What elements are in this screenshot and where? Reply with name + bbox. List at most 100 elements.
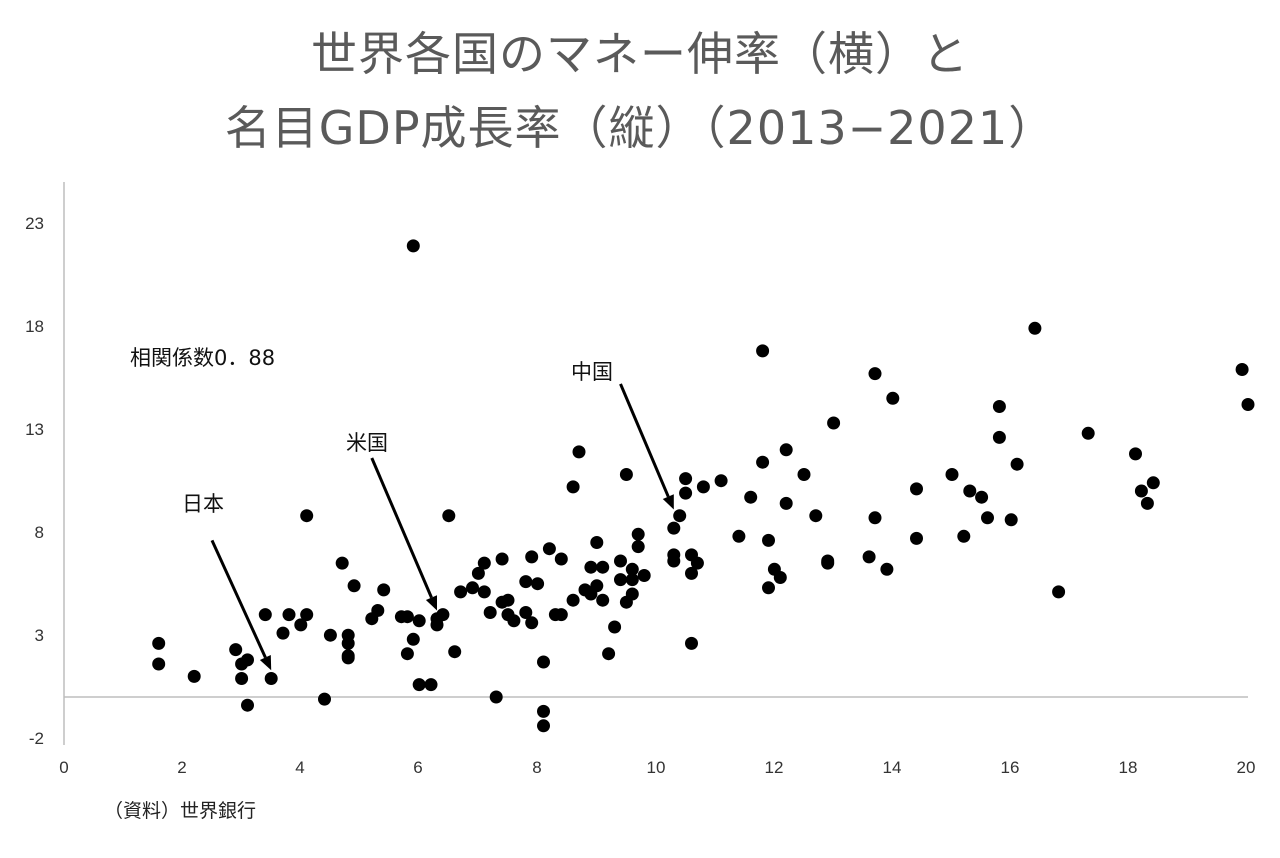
- data-point: [992, 430, 1006, 444]
- data-point: [572, 445, 586, 459]
- data-point: [341, 628, 355, 642]
- data-point: [241, 653, 254, 667]
- data-point: [282, 608, 296, 622]
- data-point: [501, 593, 515, 607]
- data-point: [779, 443, 793, 457]
- data-point: [483, 606, 497, 619]
- data-point: [602, 647, 616, 661]
- data-point: [531, 577, 545, 591]
- data-point: [625, 587, 639, 601]
- data-point: [779, 496, 793, 510]
- x-tick-label: 16: [1000, 758, 1020, 777]
- data-point: [477, 585, 491, 599]
- data-point: [690, 556, 704, 570]
- x-tick-label: 0: [59, 758, 69, 777]
- arrow-head: [662, 494, 674, 510]
- data-point: [525, 616, 539, 630]
- data-point: [1081, 426, 1095, 440]
- japan-label: 日本: [182, 492, 224, 516]
- arrow-shaft: [370, 457, 433, 599]
- data-point: [1241, 398, 1255, 411]
- y-tick-label: 8: [34, 523, 44, 542]
- data-point: [862, 550, 876, 564]
- data-point: [631, 540, 645, 554]
- data-point: [294, 618, 308, 632]
- data-point: [685, 636, 698, 650]
- data-point: [258, 608, 272, 622]
- data-point: [152, 636, 166, 650]
- data-point: [1028, 321, 1042, 335]
- data-point: [1235, 363, 1249, 376]
- data-point: [596, 560, 610, 574]
- data-point: [1134, 484, 1148, 498]
- data-point: [442, 509, 456, 523]
- data-point: [566, 593, 580, 607]
- data-point: [614, 554, 627, 568]
- data-point: [714, 474, 728, 488]
- data-point: [519, 575, 533, 589]
- data-point: [590, 536, 604, 549]
- data-point: [886, 391, 900, 405]
- data-point: [992, 400, 1006, 413]
- data-point: [685, 566, 698, 580]
- china-label: 中国: [571, 360, 613, 384]
- data-point: [371, 604, 385, 617]
- data-point: [880, 562, 894, 576]
- x-tick-label: 20: [1236, 758, 1256, 777]
- x-tick-label: 14: [882, 758, 902, 777]
- data-point: [625, 573, 639, 587]
- data-point: [762, 533, 775, 547]
- x-tick-label: 8: [532, 758, 542, 777]
- arrow-head: [259, 655, 272, 671]
- data-point: [241, 698, 254, 712]
- correlation-label: 相関係数0．88: [130, 346, 276, 370]
- data-point: [957, 529, 971, 543]
- data-point: [525, 550, 539, 564]
- data-point: [868, 511, 882, 525]
- data-point: [773, 571, 787, 584]
- data-point: [809, 509, 823, 523]
- data-point: [1146, 476, 1160, 490]
- data-point: [696, 480, 710, 494]
- arrow-shaft: [210, 539, 267, 659]
- data-point: [400, 647, 414, 661]
- data-point: [276, 626, 290, 640]
- data-point: [347, 579, 361, 593]
- y-tick-label: 23: [25, 214, 44, 233]
- data-point: [584, 560, 598, 574]
- data-point: [152, 657, 166, 671]
- data-point: [963, 484, 977, 498]
- data-point: [424, 678, 438, 692]
- y-tick-label: 3: [34, 626, 44, 645]
- data-point: [1004, 513, 1018, 527]
- data-point: [619, 468, 633, 481]
- data-point: [495, 552, 509, 566]
- data-point: [554, 608, 568, 622]
- data-point: [187, 669, 201, 683]
- data-point: [981, 511, 994, 525]
- data-point: [466, 581, 479, 595]
- y-tick-label: 18: [25, 317, 44, 336]
- data-point: [673, 509, 687, 523]
- data-point: [910, 531, 923, 545]
- data-point: [797, 468, 811, 481]
- data-point: [489, 690, 503, 704]
- data-point: [412, 614, 426, 628]
- data-point: [554, 552, 568, 566]
- data-point: [1052, 585, 1066, 599]
- data-point: [229, 643, 243, 657]
- data-point: [235, 672, 249, 685]
- usa-label: 米国: [346, 431, 388, 455]
- data-point: [1140, 496, 1154, 510]
- chart-title-line-2: 名目GDP成長率（縦）（2013−2021）: [224, 101, 1056, 155]
- data-point: [868, 367, 882, 381]
- data-point: [454, 585, 468, 599]
- data-point: [412, 678, 426, 692]
- arrow-head: [425, 595, 437, 611]
- data-point: [608, 620, 622, 634]
- data-point: [1129, 447, 1142, 461]
- data-point: [341, 651, 355, 665]
- y-tick-label: 13: [25, 420, 44, 439]
- data-point: [542, 542, 556, 556]
